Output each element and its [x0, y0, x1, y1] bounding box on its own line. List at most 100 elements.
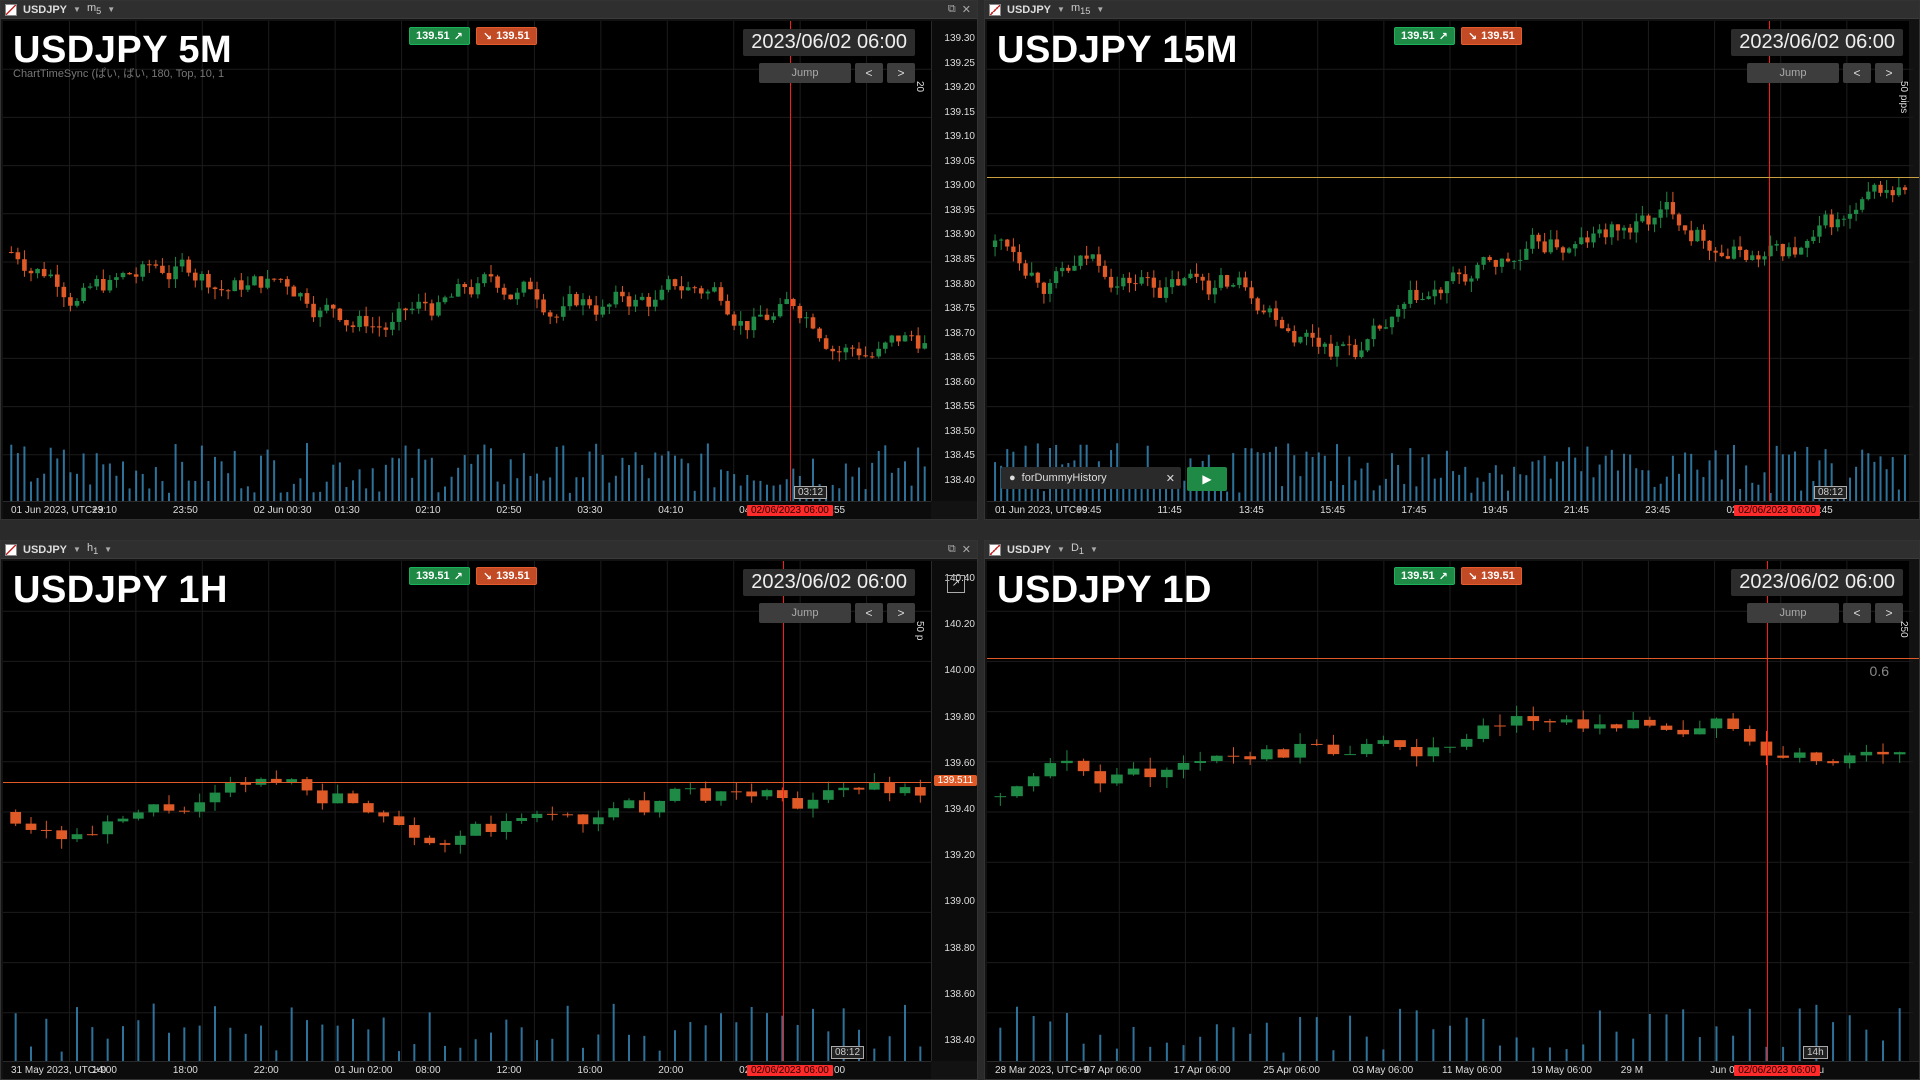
- volume-bar: [628, 465, 630, 503]
- buy-button[interactable]: 139.51 ↗: [409, 27, 470, 45]
- buy-button[interactable]: 139.51 ↗: [409, 567, 470, 585]
- volume-bar: [1132, 1026, 1135, 1063]
- close-icon[interactable]: ✕: [1165, 472, 1175, 485]
- candle-body: [1499, 258, 1505, 267]
- popout-icon[interactable]: ↗: [947, 575, 965, 593]
- time-axis[interactable]: 01 Jun 2023, UTC+9 09:45 11:45 13:45 15:45 17…: [987, 501, 1919, 519]
- volume-bar: [735, 1022, 738, 1063]
- next-button[interactable]: >: [887, 603, 915, 623]
- candle-body: [390, 321, 395, 330]
- symbol-label[interactable]: USDJPY: [23, 3, 68, 16]
- sell-button[interactable]: ↘ 139.51: [475, 27, 537, 45]
- chart-canvas[interactable]: [987, 21, 1909, 501]
- volume-bar: [994, 462, 997, 503]
- detach-icon[interactable]: ⧉: [947, 3, 956, 15]
- fib-level-line[interactable]: [987, 658, 1919, 659]
- sell-button[interactable]: ↘ 139.51: [475, 567, 537, 585]
- candle-body: [1896, 187, 1901, 196]
- sell-button[interactable]: ↘ 139.51: [1460, 27, 1522, 45]
- chevron-down-icon[interactable]: ▼: [1090, 545, 1098, 554]
- sell-button[interactable]: ↘ 139.51: [1460, 567, 1522, 585]
- candle-body: [117, 818, 129, 822]
- symbol-label[interactable]: USDJPY: [1007, 3, 1052, 16]
- prev-button[interactable]: <: [855, 603, 883, 623]
- volume-bar: [398, 1051, 400, 1063]
- next-button[interactable]: >: [1875, 603, 1903, 623]
- volume-bar: [917, 447, 920, 503]
- prev-button[interactable]: <: [855, 63, 883, 83]
- volume-bar: [1226, 491, 1229, 503]
- volume-bar: [1671, 455, 1674, 503]
- prev-button[interactable]: <: [1843, 63, 1871, 83]
- price-axis[interactable]: 140.40 140.20 140.00 139.80 139.60 139.40 139.…: [931, 561, 977, 1061]
- volume-bar: [1082, 1043, 1085, 1063]
- jump-button[interactable]: Jump: [1747, 63, 1839, 83]
- volume-bar: [1305, 451, 1308, 503]
- price-axis[interactable]: 139.30 139.25 139.20 139.15 139.10 139.05 139.…: [931, 21, 977, 501]
- volume-bar: [562, 445, 565, 503]
- volume-bar: [720, 469, 722, 503]
- candle-body: [1027, 776, 1040, 787]
- chevron-down-icon[interactable]: ▼: [73, 5, 81, 14]
- close-icon[interactable]: ✕: [961, 544, 971, 556]
- candle-body: [1438, 289, 1443, 294]
- candle-body: [439, 843, 451, 845]
- candle-body: [1072, 265, 1077, 271]
- chart-pane-15m[interactable]: USDJPY ▼ m15 ▼ 01 Jun 2023, UTC+9 09:45 11…: [984, 0, 1920, 520]
- volume-bar: [378, 491, 381, 503]
- time-axis[interactable]: 31 May 2023, UTC+9 14:00 18:00 22:00 01 Jun …: [3, 1061, 931, 1079]
- detach-icon[interactable]: ⧉: [947, 543, 956, 555]
- buy-button[interactable]: 139.51 ↗: [1394, 567, 1455, 585]
- chart-canvas[interactable]: [987, 561, 1909, 1061]
- chevron-down-icon[interactable]: ▼: [104, 545, 113, 554]
- time-axis[interactable]: 28 Mar 2023, UTC+9 07 Apr 06:00 17 Apr 06:…: [987, 1061, 1919, 1079]
- candle-body: [1261, 310, 1266, 313]
- candle-body: [698, 288, 704, 294]
- timeframe-label[interactable]: m5: [86, 2, 102, 17]
- timeframe-label[interactable]: D1: [1070, 542, 1084, 557]
- play-button[interactable]: ▶: [1187, 467, 1227, 491]
- chevron-down-icon[interactable]: ▼: [73, 545, 81, 554]
- volume-bar: [520, 1027, 523, 1063]
- symbol-label[interactable]: USDJPY: [23, 543, 68, 556]
- candle-body: [41, 268, 47, 277]
- prev-button[interactable]: <: [1843, 603, 1871, 623]
- jump-button[interactable]: Jump: [759, 63, 851, 83]
- jump-button[interactable]: Jump: [1747, 603, 1839, 623]
- candle-body: [1872, 184, 1877, 192]
- candle-body: [301, 779, 313, 791]
- candle-body: [1677, 729, 1689, 735]
- chevron-down-icon[interactable]: ▼: [107, 5, 116, 14]
- volume-bar: [1274, 446, 1277, 503]
- jump-button[interactable]: Jump: [759, 603, 851, 623]
- chevron-down-icon[interactable]: ▼: [1096, 5, 1105, 14]
- candle-body: [830, 348, 836, 352]
- horizontal-line[interactable]: [987, 177, 1919, 178]
- volume-bar: [1732, 444, 1735, 503]
- volume-bar: [904, 461, 906, 503]
- candle-body: [521, 281, 527, 293]
- chevron-down-icon[interactable]: ▼: [1057, 5, 1065, 14]
- volume-bar: [601, 454, 604, 503]
- volume-bar: [382, 1017, 385, 1063]
- candle-body: [1823, 214, 1828, 226]
- chart-pane-1h[interactable]: USDJPY ▼ h1 ▼ ⧉ ✕ 140.40 140.20 140.00 139.8…: [0, 540, 978, 1080]
- candle-body: [868, 782, 880, 790]
- chevron-down-icon[interactable]: ▼: [1057, 545, 1065, 554]
- candle-body: [107, 279, 113, 291]
- volume-bar: [536, 473, 538, 503]
- chart-pane-5m[interactable]: USDJPY ▼ m5 ▼ ⧉ ✕ 139.30 139.25 139.20 139.1…: [0, 0, 978, 520]
- timeframe-label[interactable]: h1: [86, 542, 99, 557]
- chart-canvas[interactable]: [3, 21, 931, 501]
- symbol-label[interactable]: USDJPY: [1007, 543, 1052, 556]
- next-button[interactable]: >: [887, 63, 915, 83]
- script-name-field[interactable]: ● forDummyHistory ✕: [1001, 467, 1181, 489]
- next-button[interactable]: >: [1875, 63, 1903, 83]
- chart-pane-1d[interactable]: USDJPY ▼ D1 ▼ 28 Mar 2023, UTC+9 07 Apr 0…: [984, 540, 1920, 1080]
- buy-button[interactable]: 139.51 ↗: [1394, 27, 1455, 45]
- candle-body: [790, 299, 796, 307]
- close-icon[interactable]: ✕: [961, 4, 971, 16]
- time-axis[interactable]: 01 Jun 2023, UTC+9 23:10 23:50 02 Jun 00:30…: [3, 501, 931, 519]
- timeframe-label[interactable]: m15: [1070, 2, 1091, 17]
- arrow-down-icon: ↘: [1467, 30, 1478, 43]
